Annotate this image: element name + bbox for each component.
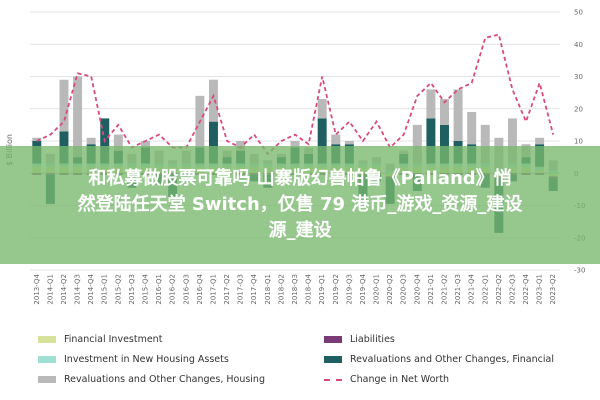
bar-segment <box>440 99 449 125</box>
x-tick-label: 2023-Q2 <box>549 274 557 305</box>
x-tick-label: 2018-Q3 <box>291 274 299 305</box>
overlay-banner: 和私募做股票可靠吗 山寨版幻兽帕鲁《Palland》悄 然登陆任天堂 Switc… <box>0 146 600 264</box>
x-tick-label: 2019-Q2 <box>332 274 340 305</box>
y-tick-label: 20 <box>574 105 583 113</box>
bar-segment <box>453 89 463 141</box>
bar-segment <box>426 118 436 164</box>
bar-segment <box>535 137 545 145</box>
x-tick-label: 2014-Q1 <box>46 274 54 305</box>
legend-item-revaluations-housing: Revaluations and Other Changes, Housing <box>38 374 265 385</box>
legend-label: Revaluations and Other Changes, Financia… <box>350 354 554 365</box>
bar-segment <box>208 79 218 122</box>
bar-segment <box>467 111 477 145</box>
bar-segment <box>32 137 42 141</box>
legend-label: Revaluations and Other Changes, Housing <box>64 374 265 385</box>
overlay-line-2: 然登陆任天堂 Switch，仅售 79 港币_游戏_资源_建设 <box>77 194 523 215</box>
x-tick-label: 2015-Q3 <box>128 274 136 305</box>
x-tick-label: 2019-Q3 <box>345 274 353 305</box>
bar-segment <box>73 76 83 158</box>
x-tick-label: 2017-Q1 <box>209 274 217 305</box>
bar-segment <box>440 124 449 164</box>
legend-item-liabilities: Liabilities <box>324 334 395 345</box>
x-tick-label: 2017-Q3 <box>237 274 245 305</box>
x-tick-label: 2019-Q4 <box>359 273 367 304</box>
x-tick-label: 2013-Q4 <box>33 273 41 304</box>
x-tick-label: 2018-Q1 <box>264 274 272 305</box>
x-tick-label: 2018-Q4 <box>305 273 313 304</box>
legend-label: Change in Net Worth <box>350 374 450 385</box>
legend-label: Investment in New Housing Assets <box>64 354 229 365</box>
legend-swatch <box>38 356 56 363</box>
bar-segment <box>480 124 490 164</box>
x-tick-label: 2016-Q3 <box>182 274 190 305</box>
x-tick-label: 2016-Q1 <box>155 274 163 305</box>
y-tick-label: -30 <box>574 267 585 275</box>
x-tick-label: 2022-Q4 <box>522 273 530 304</box>
x-tick-label: 2014-Q3 <box>74 274 82 305</box>
bar-segment <box>59 79 69 132</box>
y-tick-label: 30 <box>574 73 583 81</box>
x-tick-label: 2017-Q4 <box>250 273 258 304</box>
legend-swatch <box>324 336 342 343</box>
x-tick-label: 2022-Q2 <box>495 274 503 305</box>
x-tick-label: 2021-Q4 <box>468 273 476 304</box>
legend-item-new-housing: Investment in New Housing Assets <box>38 354 229 365</box>
legend-item-financial-investment: Financial Investment <box>38 334 162 345</box>
x-tick-label: 2023-Q1 <box>536 274 544 305</box>
x-tick-label: 2022-Q3 <box>508 274 516 305</box>
x-tick-label: 2014-Q2 <box>60 274 68 305</box>
bar-segment <box>236 141 246 151</box>
x-tick-label: 2014-Q4 <box>87 273 95 304</box>
bar-segment <box>344 141 354 145</box>
legend-swatch <box>324 356 342 363</box>
x-tick-label: 2019-Q1 <box>318 274 326 305</box>
x-tick-label: 2021-Q3 <box>454 274 462 305</box>
x-tick-label: 2021-Q1 <box>427 274 435 305</box>
x-tick-label: 2015-Q1 <box>101 274 109 305</box>
legend-label: Liabilities <box>350 334 395 345</box>
x-tick-label: 2020-Q4 <box>413 273 421 304</box>
bar-segment <box>113 134 123 151</box>
overlay-text: 和私募做股票可靠吗 山寨版幻兽帕鲁《Palland》悄 然登陆任天堂 Switc… <box>0 146 600 244</box>
legend-item-change-net-worth: Change in Net Worth <box>324 374 449 385</box>
legend-swatch <box>324 378 342 381</box>
y-tick-label: 40 <box>574 41 583 49</box>
x-tick-label: 2016-Q2 <box>169 274 177 305</box>
overlay-line-3: 源_建设 <box>268 220 332 241</box>
legend-item-revaluations-financial: Revaluations and Other Changes, Financia… <box>324 354 554 365</box>
bar-segment <box>86 137 96 145</box>
x-tick-label: 2015-Q4 <box>142 273 150 304</box>
bar-segment <box>290 141 300 148</box>
x-tick-label: 2020-Q3 <box>400 274 408 305</box>
bar-segment <box>507 118 517 164</box>
bar-segment <box>317 99 327 119</box>
x-tick-label: 2018-Q2 <box>277 274 285 305</box>
legend-swatch <box>38 376 56 383</box>
bar-segment <box>426 89 436 119</box>
bar-segment <box>141 141 150 148</box>
x-tick-label: 2016-Q4 <box>196 273 204 304</box>
x-tick-label: 2015-Q2 <box>114 274 122 305</box>
overlay-line-1: 和私募做股票可靠吗 山寨版幻兽帕鲁《Palland》悄 <box>88 168 512 189</box>
x-tick-label: 2022-Q1 <box>481 274 489 305</box>
x-tick-label: 2020-Q2 <box>386 274 394 305</box>
legend-label: Financial Investment <box>64 334 163 345</box>
legend-swatch <box>38 336 56 343</box>
y-tick-label: 10 <box>574 138 583 146</box>
x-tick-label: 2021-Q2 <box>440 274 448 305</box>
x-tick-label: 2020-Q1 <box>373 274 381 305</box>
bar-segment <box>208 121 218 164</box>
y-tick-label: 50 <box>574 9 583 17</box>
net-worth-line <box>36 33 555 156</box>
x-tick-label: 2017-Q2 <box>223 274 231 305</box>
bar-segment <box>412 124 422 164</box>
bar-segment <box>317 118 327 164</box>
bar-segment <box>331 134 341 145</box>
x-axis-ticks: 2013-Q4 2014-Q1 2014-Q2 2014-Q3 2014-Q4 2015-… <box>33 273 557 304</box>
